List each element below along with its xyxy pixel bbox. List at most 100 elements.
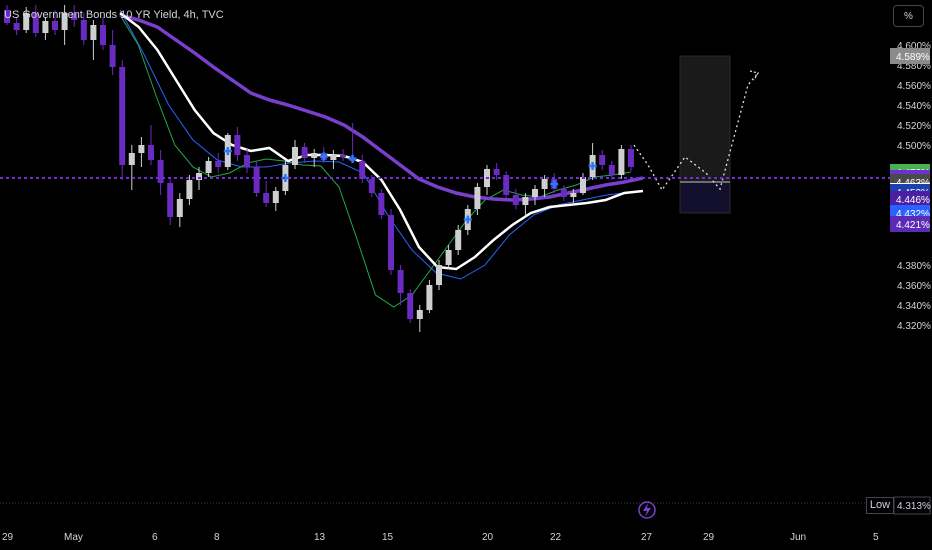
projection-box — [679, 55, 731, 214]
lightning-icon-bolt — [643, 503, 651, 517]
candle-body — [436, 265, 442, 285]
x-tick-label: 6 — [152, 532, 158, 543]
projection-arrow-icon — [749, 70, 759, 81]
candle-body — [167, 183, 174, 217]
projection-dotted-path — [633, 72, 759, 192]
candle-body — [445, 250, 452, 265]
x-tick-label: 29 — [703, 532, 715, 543]
candle-body — [244, 155, 250, 167]
ma-fast-blue-line — [119, 9, 632, 280]
candle-body — [301, 147, 308, 158]
candle-body — [61, 13, 68, 30]
candle-body — [253, 167, 260, 193]
price-label-bg — [890, 48, 930, 64]
candle-body — [100, 25, 106, 45]
price-label-text: 4.589% — [896, 52, 930, 63]
y-tick-label: 4.380% — [897, 261, 931, 272]
signal-plus-icon — [223, 147, 232, 155]
candle-body — [340, 155, 346, 157]
price-label: 4.446% — [890, 191, 930, 207]
price-label-bg — [890, 191, 930, 207]
candle-body — [90, 25, 97, 40]
y-tick-label: 4.340% — [897, 301, 931, 312]
candle-body — [618, 149, 625, 175]
signal-plus-icon — [319, 152, 328, 161]
signal-plus-icon — [348, 155, 357, 163]
current-price-line — [0, 177, 890, 504]
price-label-text: 4.421% — [896, 220, 930, 231]
projection-box-lower — [679, 181, 731, 214]
candle-body — [570, 193, 577, 197]
x-tick-label: 29 — [2, 532, 14, 543]
candle-body — [608, 165, 615, 175]
candle-body — [138, 145, 145, 153]
candle-body — [23, 13, 30, 30]
candle-body — [560, 189, 567, 197]
candle-body — [311, 153, 318, 158]
candle-body — [119, 67, 126, 165]
y-tick-label: 4.520% — [897, 121, 931, 132]
candle-body — [234, 135, 241, 155]
candle-body — [292, 147, 298, 165]
x-tick-label: 13 — [314, 532, 326, 543]
signal-plus-icon — [463, 215, 472, 224]
candle-body — [196, 173, 202, 180]
price-label: 4.421% — [890, 216, 930, 232]
ma-fast-green-line — [119, 14, 632, 308]
candle-body — [580, 177, 586, 193]
candle-body — [186, 180, 193, 199]
y-tick-label: 4.540% — [897, 101, 931, 112]
y-tick-label: 4.500% — [897, 141, 931, 152]
candle-body — [368, 179, 375, 193]
time-axis: 29 May 6 8 13 15 20 22 27 29 Jun 5 — [2, 501, 879, 543]
candle-body — [359, 161, 366, 179]
candle-body — [157, 160, 164, 183]
candle-body — [109, 45, 116, 67]
candle-body — [80, 20, 87, 40]
candle-body — [397, 270, 404, 293]
signal-plus-icon — [588, 162, 597, 170]
candle-body — [426, 285, 433, 310]
candle-body — [407, 293, 414, 319]
candle-body — [628, 149, 634, 167]
price-label-text: 4.432% — [896, 209, 930, 220]
x-tick-label: 15 — [382, 532, 394, 543]
candle-body — [455, 230, 462, 250]
y-tick-label: 4.580% — [897, 61, 931, 72]
y-tick-label: 4.560% — [897, 81, 931, 92]
candle-body — [378, 193, 385, 215]
chart-title: US Government Bonds 10 YR Yield, 4h, TVC — [4, 9, 224, 21]
candle-body — [205, 161, 212, 173]
signal-markers — [223, 147, 597, 224]
candle-body — [128, 153, 135, 165]
lightning-icon-ring — [638, 501, 656, 519]
candle-body — [503, 175, 510, 195]
candles — [4, 5, 634, 332]
percent-scale-button[interactable]: % — [893, 5, 924, 27]
lightning-icon — [638, 501, 656, 519]
x-tick-label: May — [64, 532, 83, 543]
candle-body — [215, 161, 222, 167]
candle-body — [176, 199, 183, 217]
y-tick-label: 4.320% — [897, 321, 931, 332]
candle-body — [13, 23, 20, 30]
y-tick-label: 4.600% — [897, 41, 931, 52]
candle-body — [148, 145, 154, 160]
price-label: 4.589% — [890, 48, 930, 64]
candle-body — [541, 179, 548, 189]
candle-body — [512, 195, 519, 205]
candle-body — [474, 187, 481, 209]
candle-body — [42, 21, 49, 33]
candle-body — [71, 13, 78, 20]
x-tick-label: 20 — [482, 532, 494, 543]
price-labels: 4.589%4.473%4.467%4.463%4.454%4.453%4.44… — [890, 48, 931, 515]
candle-body — [532, 189, 538, 197]
candle-body — [493, 169, 500, 175]
candle-body — [522, 197, 529, 205]
x-tick-label: 22 — [550, 532, 562, 543]
low-label: Low — [866, 497, 894, 514]
candle-body — [416, 310, 423, 319]
projection-box-upper — [679, 55, 731, 183]
price-axis: 4.600% 4.580% 4.560% 4.540% 4.520% 4.500% 4.38… — [897, 41, 931, 332]
